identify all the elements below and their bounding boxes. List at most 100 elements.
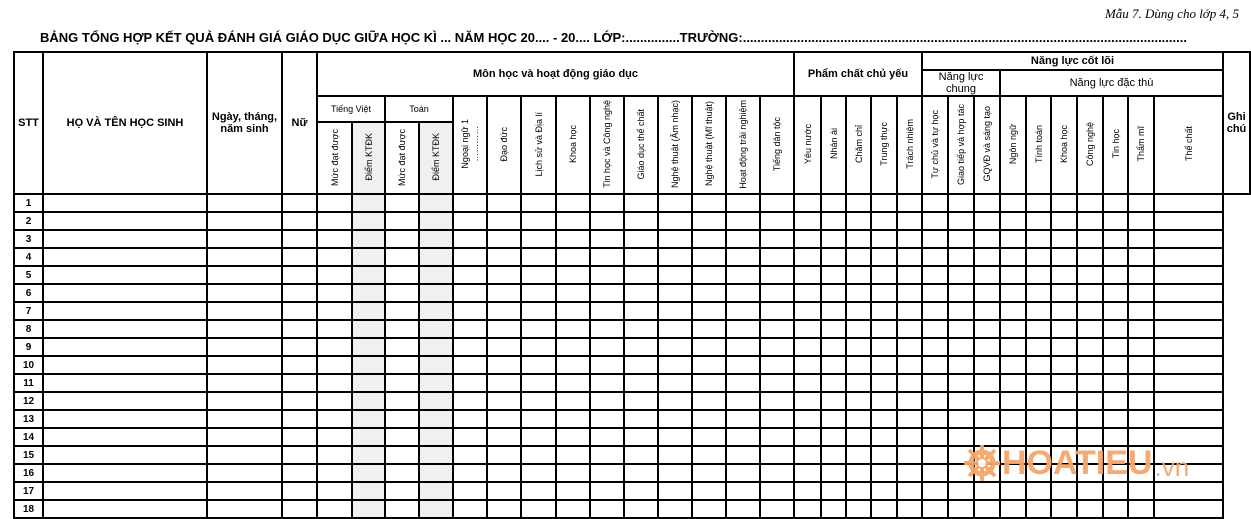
table-cell[interactable] xyxy=(316,211,353,231)
table-cell[interactable] xyxy=(1076,391,1104,411)
table-cell[interactable] xyxy=(281,409,318,429)
table-cell[interactable] xyxy=(351,481,386,501)
table-cell[interactable] xyxy=(870,283,898,303)
table-cell[interactable] xyxy=(42,373,208,393)
table-cell[interactable] xyxy=(452,481,488,501)
table-cell[interactable] xyxy=(555,427,591,447)
table-cell[interactable] xyxy=(520,409,557,429)
table-cell[interactable] xyxy=(820,211,847,231)
table-cell[interactable] xyxy=(486,391,522,411)
table-cell[interactable] xyxy=(452,499,488,519)
table-cell[interactable] xyxy=(691,211,727,231)
table-cell[interactable] xyxy=(1076,265,1104,285)
table-cell[interactable] xyxy=(281,193,318,213)
table-cell[interactable] xyxy=(1025,211,1052,231)
table-cell[interactable] xyxy=(845,391,872,411)
table-cell[interactable] xyxy=(1076,355,1104,375)
table-cell[interactable] xyxy=(999,463,1027,483)
table-cell[interactable] xyxy=(1102,445,1129,465)
table-cell[interactable] xyxy=(725,355,761,375)
table-cell[interactable] xyxy=(281,445,318,465)
table-cell[interactable] xyxy=(418,481,454,501)
table-cell[interactable] xyxy=(896,283,923,303)
table-cell[interactable] xyxy=(1076,427,1104,447)
table-cell[interactable] xyxy=(1127,337,1155,357)
table-cell[interactable] xyxy=(42,445,208,465)
table-cell[interactable] xyxy=(351,319,386,339)
table-cell[interactable] xyxy=(999,211,1027,231)
table-cell[interactable] xyxy=(947,229,975,249)
table-cell[interactable] xyxy=(820,373,847,393)
table-cell[interactable] xyxy=(921,481,949,501)
table-cell[interactable] xyxy=(820,445,847,465)
table-cell[interactable] xyxy=(947,481,975,501)
table-cell[interactable] xyxy=(896,355,923,375)
table-cell[interactable] xyxy=(351,409,386,429)
table-cell[interactable] xyxy=(657,373,693,393)
table-cell[interactable] xyxy=(1153,193,1224,213)
table-cell[interactable] xyxy=(793,463,822,483)
table-cell[interactable] xyxy=(520,445,557,465)
table-cell[interactable] xyxy=(921,373,949,393)
table-cell[interactable] xyxy=(623,229,659,249)
table-cell[interactable] xyxy=(316,283,353,303)
table-cell[interactable] xyxy=(1025,265,1052,285)
table-cell[interactable] xyxy=(691,373,727,393)
table-cell[interactable] xyxy=(1076,193,1104,213)
table-cell[interactable] xyxy=(351,463,386,483)
table-cell[interactable] xyxy=(870,481,898,501)
table-cell[interactable] xyxy=(870,301,898,321)
table-cell[interactable] xyxy=(657,193,693,213)
table-cell[interactable] xyxy=(1153,463,1224,483)
table-cell[interactable] xyxy=(418,409,454,429)
table-cell[interactable] xyxy=(520,427,557,447)
table-cell[interactable] xyxy=(793,247,822,267)
table-cell[interactable] xyxy=(759,463,795,483)
table-cell[interactable] xyxy=(896,337,923,357)
table-cell[interactable] xyxy=(555,391,591,411)
table-cell[interactable] xyxy=(1102,373,1129,393)
table-cell[interactable] xyxy=(351,265,386,285)
table-cell[interactable] xyxy=(921,337,949,357)
table-cell[interactable] xyxy=(206,193,283,213)
table-cell[interactable] xyxy=(759,481,795,501)
table-cell[interactable] xyxy=(418,337,454,357)
table-cell[interactable] xyxy=(896,409,923,429)
table-cell[interactable] xyxy=(1102,463,1129,483)
table-cell[interactable] xyxy=(623,373,659,393)
table-cell[interactable] xyxy=(870,265,898,285)
table-cell[interactable] xyxy=(520,211,557,231)
table-cell[interactable] xyxy=(452,211,488,231)
table-cell[interactable] xyxy=(316,445,353,465)
table-cell[interactable] xyxy=(623,265,659,285)
table-cell[interactable] xyxy=(947,247,975,267)
table-cell[interactable] xyxy=(520,247,557,267)
table-cell[interactable] xyxy=(486,283,522,303)
table-cell[interactable] xyxy=(1127,265,1155,285)
table-cell[interactable] xyxy=(845,481,872,501)
table-cell[interactable] xyxy=(845,211,872,231)
table-cell[interactable] xyxy=(921,391,949,411)
table-cell[interactable] xyxy=(870,211,898,231)
table-cell[interactable] xyxy=(973,409,1001,429)
table-cell[interactable] xyxy=(623,211,659,231)
table-cell[interactable] xyxy=(206,355,283,375)
table-cell[interactable] xyxy=(725,445,761,465)
table-cell[interactable] xyxy=(870,337,898,357)
table-cell[interactable] xyxy=(725,211,761,231)
table-cell[interactable] xyxy=(793,391,822,411)
table-cell[interactable] xyxy=(1102,229,1129,249)
table-cell[interactable] xyxy=(691,463,727,483)
table-cell[interactable] xyxy=(452,409,488,429)
table-cell[interactable] xyxy=(452,373,488,393)
table-cell[interactable] xyxy=(725,391,761,411)
table-cell[interactable] xyxy=(973,283,1001,303)
table-cell[interactable] xyxy=(589,193,625,213)
table-cell[interactable] xyxy=(845,265,872,285)
table-cell[interactable] xyxy=(820,283,847,303)
table-cell[interactable] xyxy=(1025,481,1052,501)
table-cell[interactable] xyxy=(657,319,693,339)
table-cell[interactable] xyxy=(42,193,208,213)
table-cell[interactable] xyxy=(281,373,318,393)
table-cell[interactable] xyxy=(351,229,386,249)
